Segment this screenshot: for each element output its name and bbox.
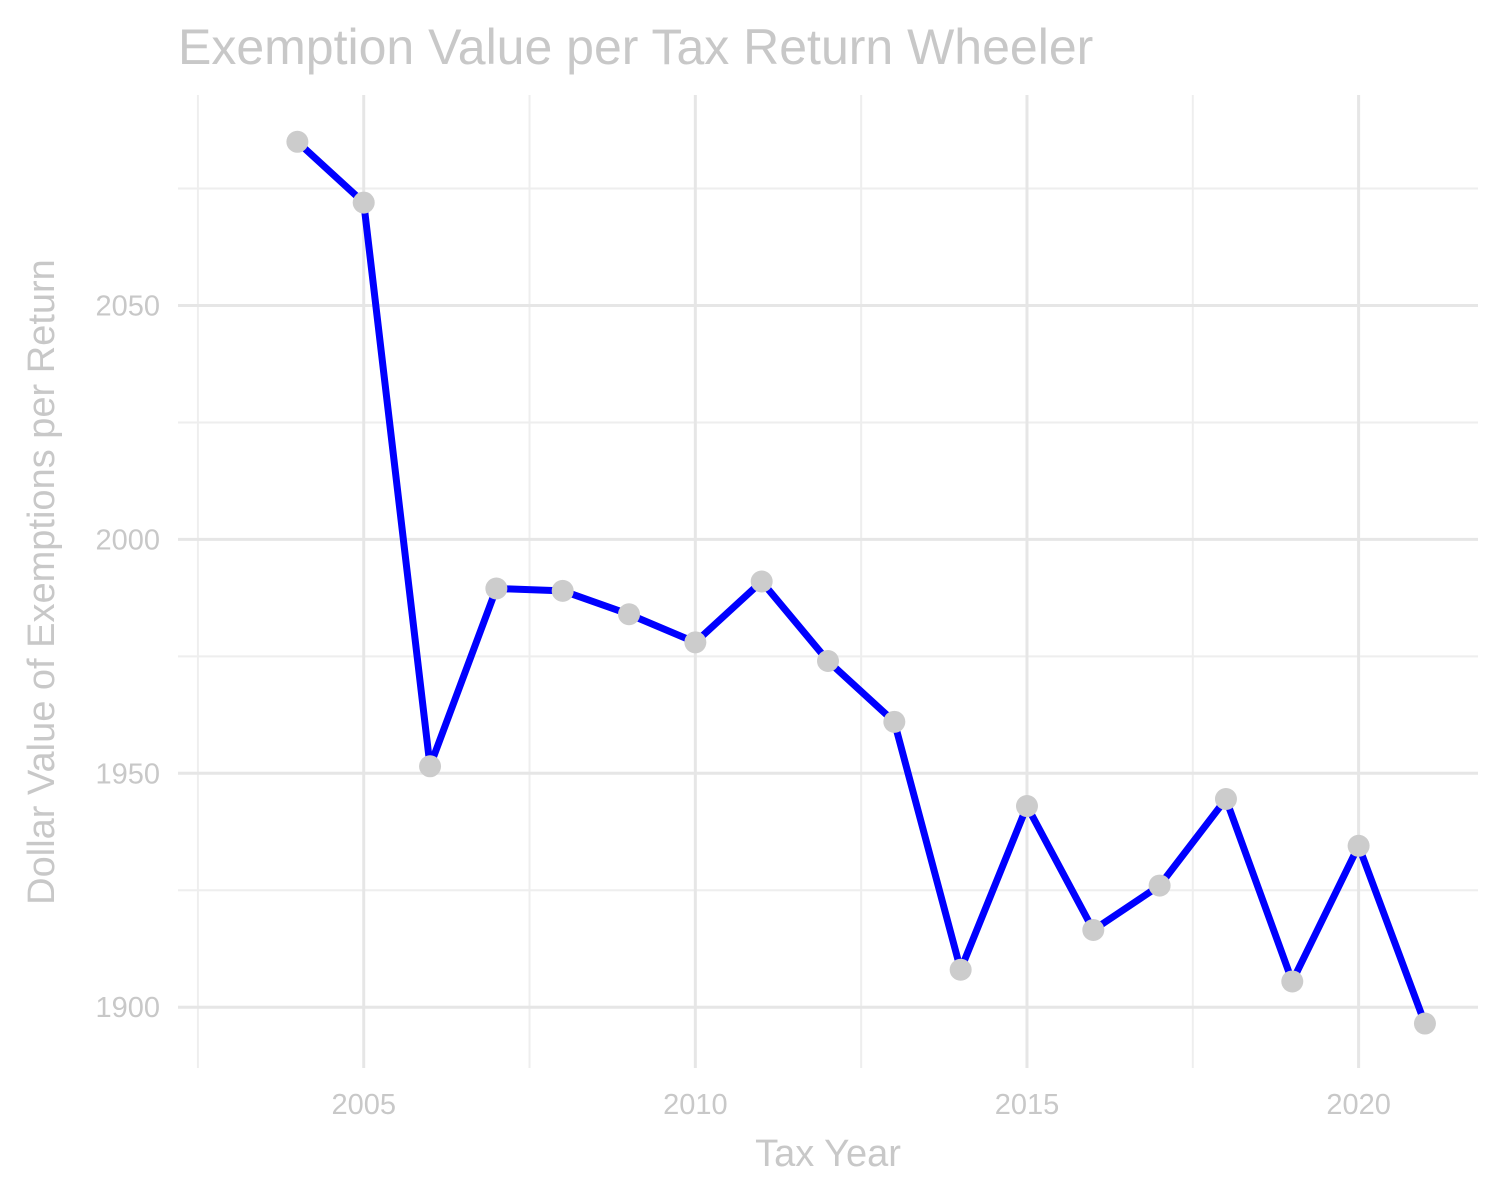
x-tick-labels: 2005 2010 2015 2020 <box>331 1089 1390 1121</box>
data-point <box>817 650 839 673</box>
x-tick-label: 2015 <box>995 1089 1060 1121</box>
x-tick-label: 2005 <box>331 1089 396 1121</box>
data-point <box>1214 788 1237 811</box>
data-point <box>1015 795 1038 818</box>
x-tick-label: 2020 <box>1326 1089 1391 1121</box>
data-point <box>352 191 375 214</box>
major-x-gridlines <box>362 95 1361 1068</box>
y-tick-label: 1900 <box>95 992 160 1024</box>
x-tick-label: 2010 <box>663 1089 728 1121</box>
data-point <box>750 570 773 593</box>
y-axis-title: Dollar Value of Exemptions per Return <box>21 259 63 905</box>
series-line <box>293 138 1429 1028</box>
data-point <box>1082 919 1105 942</box>
data-point <box>1347 834 1370 857</box>
major-y-gridlines <box>178 304 1478 1009</box>
data-point <box>1148 874 1171 897</box>
series-group <box>286 130 1436 1035</box>
chart-title: Exemption Value per Tax Return Wheeler <box>178 19 1093 75</box>
data-point <box>485 577 508 600</box>
y-tick-label: 2000 <box>95 524 160 556</box>
data-point <box>1413 1012 1436 1035</box>
data-point <box>684 631 707 654</box>
y-tick-label: 2050 <box>95 291 160 323</box>
data-point <box>551 579 574 602</box>
data-point <box>618 603 641 626</box>
data-point <box>883 710 906 733</box>
data-point <box>1281 970 1304 993</box>
y-tick-labels: 1900 1950 2000 2050 <box>95 291 160 1025</box>
x-axis-title: Tax Year <box>755 1133 901 1175</box>
data-point <box>419 755 442 778</box>
minor-x-gridlines <box>196 95 1194 1068</box>
y-tick-label: 1950 <box>95 758 160 790</box>
data-point <box>286 130 309 153</box>
data-point <box>949 958 972 981</box>
